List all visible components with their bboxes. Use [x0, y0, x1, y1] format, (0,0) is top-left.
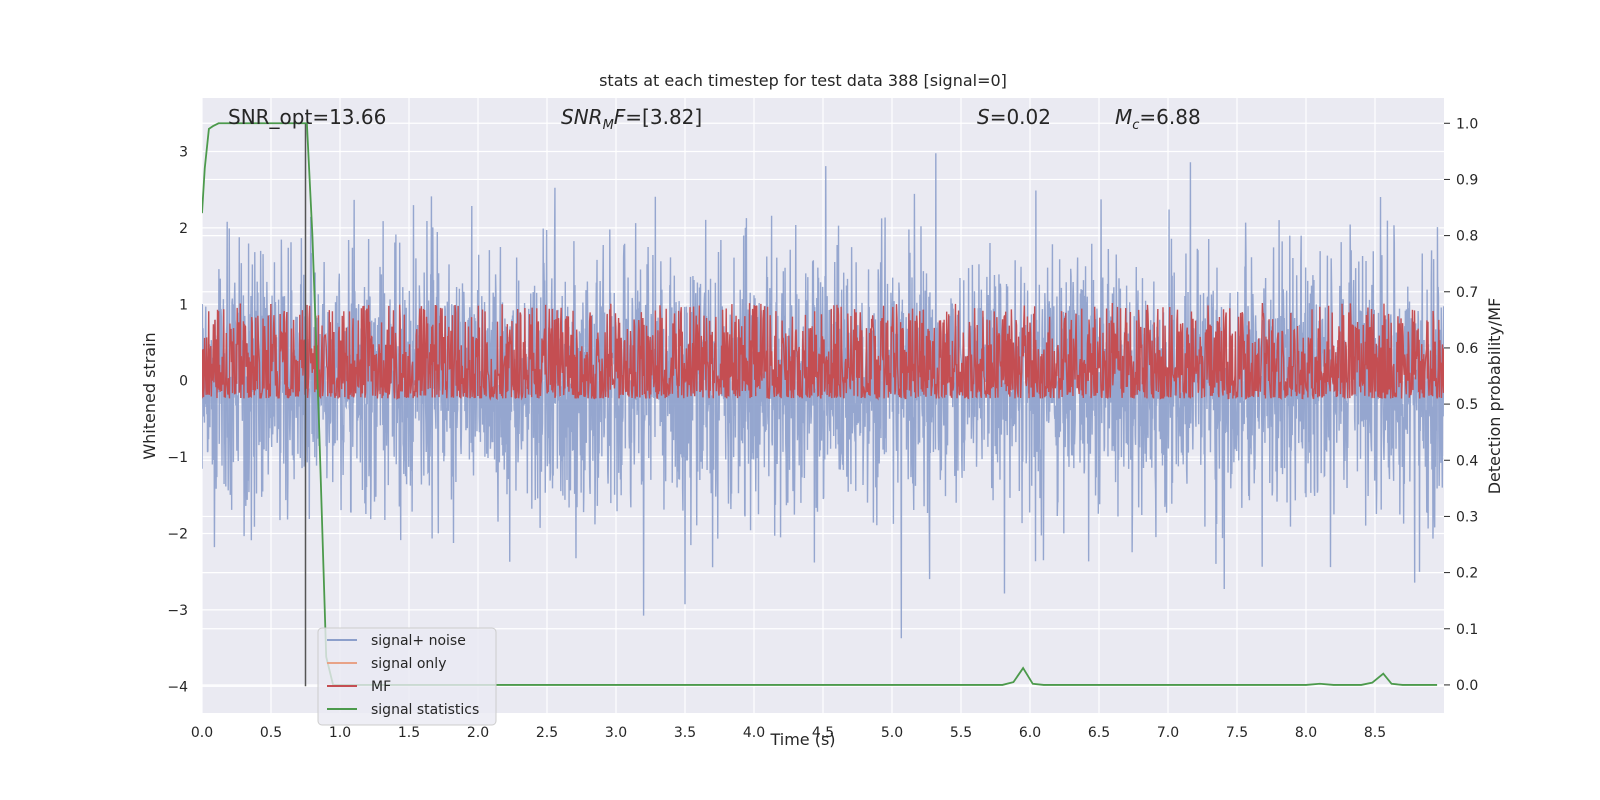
x-tick-label: 6.0: [1019, 725, 1041, 741]
y-left-tick-label: 1: [179, 297, 188, 313]
legend-label-signal-plus-noise: signal+ noise: [371, 633, 466, 649]
legend-label-mf: MF: [371, 679, 391, 695]
y-left-tick-label: −1: [167, 450, 188, 466]
x-tick-label: 4.0: [743, 725, 765, 741]
x-tick-label: 6.5: [1088, 725, 1110, 741]
plot-content: [202, 122, 1444, 687]
x-tick-label: 0.5: [260, 725, 282, 741]
y-right-tick-label: 0.8: [1456, 229, 1478, 245]
y-left-tick-label: −3: [167, 603, 188, 619]
chart-title: stats at each timestep for test data 388…: [599, 71, 1007, 90]
x-tick-label: 1.0: [329, 725, 351, 741]
y-right-tick-label: 0.2: [1456, 566, 1478, 582]
y-right-tick-label: 0.6: [1456, 341, 1478, 357]
y-axis-right-label: Detection probability/MF: [1485, 298, 1504, 495]
y-right-tick-label: 0.5: [1456, 397, 1478, 413]
legend: signal+ noise signal only MF signal stat…: [317, 627, 497, 726]
signal-statistics-series: [202, 122, 1438, 686]
y-right-tick-label: 1.0: [1456, 116, 1478, 132]
y-left-tick-label: −2: [167, 526, 188, 542]
y-right-tick-label: 0.1: [1456, 622, 1478, 638]
x-tick-label: 4.5: [812, 725, 834, 741]
mf-series: [202, 302, 1444, 401]
y-right-tick-label: 0.3: [1456, 509, 1478, 525]
x-tick-label: 8.0: [1295, 725, 1317, 741]
y-right-tick-label: 0.0: [1456, 678, 1478, 694]
x-tick-label: 2.5: [536, 725, 558, 741]
x-tick-label: 1.5: [398, 725, 420, 741]
annotation-s: S=0.02: [977, 105, 1051, 129]
y-left-tick-label: 2: [179, 221, 188, 237]
y-left-tick-label: −4: [167, 679, 188, 695]
y-left-tick-label: 0: [179, 374, 188, 390]
x-tick-label: 5.0: [881, 725, 903, 741]
y-right-tick-label: 0.7: [1456, 285, 1478, 301]
y-axis-left-label: Whitened strain: [140, 332, 159, 459]
y-axis-left-ticks: −4 −3 −2 −1 0 1 2 3: [167, 144, 188, 695]
x-tick-label: 0.0: [191, 725, 213, 741]
y-axis-right-ticks: 0.0 0.1 0.2 0.3 0.4 0.5 0.6 0.7 0.8 0.9 1.0: [1444, 116, 1478, 694]
x-tick-label: 7.0: [1157, 725, 1179, 741]
y-left-tick-label: 3: [179, 144, 188, 160]
x-axis-label: Time (s): [769, 730, 835, 749]
y-right-tick-label: 0.9: [1456, 172, 1478, 188]
annotation-snr-opt: SNR_opt=13.66: [228, 105, 386, 129]
x-tick-label: 2.0: [467, 725, 489, 741]
x-tick-label: 7.5: [1226, 725, 1248, 741]
x-tick-label: 3.5: [674, 725, 696, 741]
legend-label-signal-only: signal only: [371, 656, 446, 672]
x-tick-label: 5.5: [950, 725, 972, 741]
x-axis-ticks: 0.0 0.5 1.0 1.5 2.0 2.5 3.0 3.5 4.0 4.5 5.0 5.5 6.0 6…: [191, 725, 1386, 741]
legend-label-signal-statistics: signal statistics: [371, 702, 479, 718]
annotation-mc: Mc=6.88: [1115, 105, 1201, 133]
annotation-snr-mf: SNRMF=[3.82]: [561, 105, 702, 133]
x-tick-label: 8.5: [1364, 725, 1386, 741]
legend-box: [317, 627, 497, 726]
y-right-tick-label: 0.4: [1456, 453, 1478, 469]
x-tick-label: 3.0: [605, 725, 627, 741]
